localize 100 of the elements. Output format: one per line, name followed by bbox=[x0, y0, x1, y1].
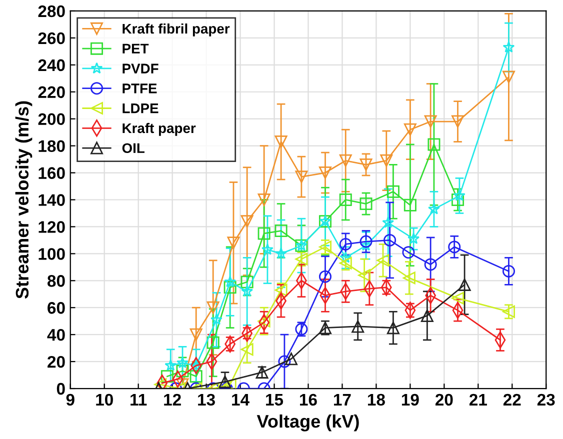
point bbox=[384, 234, 396, 246]
point bbox=[241, 285, 254, 297]
point bbox=[190, 328, 202, 341]
x-tick-label: 23 bbox=[537, 394, 555, 406]
point bbox=[453, 189, 466, 201]
point bbox=[240, 343, 254, 356]
point bbox=[420, 309, 434, 322]
point bbox=[502, 70, 515, 84]
y-tick-label: 180 bbox=[38, 140, 65, 152]
y-tick-label: 240 bbox=[38, 59, 65, 72]
x-tick-label: 21 bbox=[469, 394, 487, 406]
x-tick-label: 17 bbox=[334, 394, 351, 406]
y-tick-label: 100 bbox=[38, 248, 65, 260]
point bbox=[240, 276, 254, 288]
x-tick-label: 13 bbox=[198, 394, 215, 406]
point bbox=[358, 269, 371, 282]
point bbox=[408, 232, 420, 244]
point bbox=[502, 264, 515, 278]
point bbox=[190, 370, 202, 383]
point bbox=[452, 292, 464, 304]
point bbox=[160, 370, 174, 383]
point bbox=[154, 378, 167, 389]
point bbox=[258, 193, 270, 206]
point bbox=[318, 270, 332, 283]
point bbox=[360, 158, 372, 171]
point bbox=[210, 314, 222, 325]
legend-label: Kraft fibril paper bbox=[122, 23, 230, 36]
x-tick-label: 22 bbox=[503, 394, 521, 406]
y-tick-label: 220 bbox=[38, 86, 65, 98]
point bbox=[424, 115, 437, 128]
point bbox=[224, 276, 236, 288]
point bbox=[339, 193, 352, 206]
point bbox=[240, 215, 254, 228]
point bbox=[206, 301, 220, 314]
point bbox=[275, 247, 288, 259]
y-axis-title: Streamer velocity (m/s) bbox=[15, 101, 32, 299]
point bbox=[402, 272, 416, 284]
point bbox=[428, 138, 440, 151]
point bbox=[428, 202, 440, 214]
x-axis-title: Voltage (kV) bbox=[256, 414, 359, 432]
point bbox=[452, 115, 464, 128]
point bbox=[404, 123, 416, 136]
point bbox=[224, 378, 236, 389]
legend-label: OIL bbox=[122, 143, 144, 154]
x-tick-label: 14 bbox=[232, 394, 250, 406]
x-tick-label: 20 bbox=[435, 394, 453, 406]
y-tick-label: 260 bbox=[38, 32, 65, 44]
point bbox=[285, 352, 298, 366]
point bbox=[386, 322, 400, 334]
point bbox=[218, 376, 232, 388]
point bbox=[274, 136, 288, 148]
x-tick-label: 10 bbox=[96, 394, 113, 406]
point bbox=[318, 240, 332, 254]
point bbox=[404, 198, 416, 212]
point bbox=[352, 320, 364, 333]
point bbox=[156, 374, 168, 389]
point bbox=[258, 314, 270, 328]
point bbox=[176, 364, 189, 378]
x-tick-label: 9 bbox=[66, 394, 74, 406]
y-tick-label: 60 bbox=[48, 302, 65, 314]
point bbox=[458, 278, 471, 291]
x-tick-label: 12 bbox=[164, 394, 181, 406]
point bbox=[261, 243, 274, 255]
point bbox=[360, 239, 372, 251]
point bbox=[386, 185, 400, 198]
point bbox=[339, 256, 352, 270]
legend-label: Kraft paper bbox=[122, 122, 196, 136]
point bbox=[227, 236, 240, 250]
point bbox=[380, 154, 393, 167]
y-tick-label: 160 bbox=[38, 167, 65, 179]
y-tick-label: 280 bbox=[38, 5, 65, 18]
y-tick-label: 200 bbox=[38, 113, 65, 126]
point bbox=[206, 336, 220, 349]
point bbox=[339, 154, 352, 167]
point bbox=[340, 251, 352, 263]
legend-label: LDPE bbox=[122, 104, 158, 114]
y-tick-label: 0 bbox=[56, 382, 65, 395]
x-tick-label: 19 bbox=[402, 394, 419, 406]
legend-label: PVDF bbox=[122, 64, 158, 74]
point bbox=[424, 258, 437, 271]
point bbox=[402, 246, 415, 259]
y-tick-label: 120 bbox=[38, 221, 65, 233]
x-tick-label: 15 bbox=[266, 394, 284, 406]
point bbox=[224, 281, 236, 294]
point bbox=[339, 238, 352, 250]
point bbox=[176, 356, 188, 368]
point bbox=[502, 41, 515, 53]
point bbox=[295, 170, 308, 184]
point bbox=[452, 193, 464, 206]
point bbox=[258, 227, 270, 240]
legend-label: PET bbox=[122, 44, 149, 54]
point bbox=[360, 235, 372, 248]
point bbox=[376, 254, 390, 267]
x-tick-label: 16 bbox=[300, 394, 317, 406]
y-tick-label: 40 bbox=[47, 328, 65, 341]
point bbox=[382, 216, 394, 228]
y-tick-label: 140 bbox=[38, 194, 65, 206]
point bbox=[360, 198, 372, 210]
point bbox=[318, 166, 332, 180]
point bbox=[164, 359, 177, 371]
